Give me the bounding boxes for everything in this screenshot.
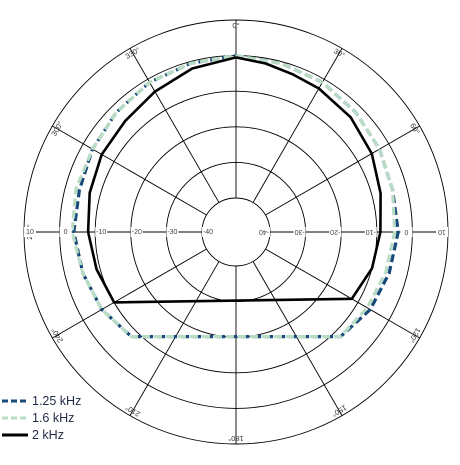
grid-spoke-60 — [265, 125, 420, 216]
angle-tick-label: 240° — [49, 326, 65, 344]
series-line-2 — [86, 56, 382, 304]
radial-tick-label: -40 — [259, 228, 269, 235]
radial-tick-label: 0 — [64, 229, 68, 236]
radial-tick-bg — [400, 227, 413, 237]
grid-spoke-210 — [129, 261, 220, 416]
legend: 1.25 kHz 1.6 kHz 2 kHz — [2, 394, 81, 442]
radial-tick-bg — [436, 227, 448, 237]
series-layer — [70, 54, 400, 339]
radial-tick-label: 0 — [404, 228, 408, 235]
grid-spoke-30 — [252, 48, 343, 203]
grid-spoke-120 — [265, 248, 420, 339]
angle-tick-label: 150° — [330, 403, 348, 419]
radial-tick-label: -10 — [96, 229, 106, 236]
grid-spoke-300 — [52, 125, 207, 216]
radial-tick-bg — [166, 227, 179, 237]
angle-tick-label: 180° — [228, 434, 244, 443]
grid-spoke-150 — [252, 261, 343, 416]
angle-tick-label: 60° — [408, 122, 421, 136]
radial-tick-label: -30 — [167, 229, 177, 236]
radial-tick-label: -40 — [203, 229, 213, 236]
angle-tick-label: 30° — [332, 46, 346, 59]
radial-tick-label: 10 — [438, 228, 446, 235]
radial-tick-bg — [258, 227, 270, 237]
radial-tick-bg — [329, 227, 342, 237]
angle-tick-label: 300° — [49, 120, 65, 138]
series-line-1 — [70, 54, 397, 339]
angle-tick-label: 120° — [407, 326, 423, 344]
legend-label-1: 1.6 kHz — [32, 411, 74, 425]
radial-tick-bg — [59, 227, 72, 237]
angle-tick-label: 0° — [232, 21, 239, 30]
radial-tick-bg — [364, 227, 377, 237]
legend-label-2: 2 kHz — [32, 428, 64, 442]
radial-tick-label: -20 — [132, 229, 142, 236]
angle-tick-label: 210° — [124, 403, 142, 419]
radial-tick-label: -10 — [366, 228, 376, 235]
radial-tick-label: 10 — [26, 229, 34, 236]
radial-tick-bg — [293, 227, 306, 237]
radial-tick-bg — [24, 227, 36, 237]
grid-spoke-240 — [52, 248, 207, 339]
radial-tick-bg — [202, 227, 214, 237]
radial-tick-label: -30 — [294, 228, 304, 235]
radial-tick-label: -20 — [330, 228, 340, 235]
angle-tick-label: 330° — [124, 45, 142, 61]
legend-label-0: 1.25 kHz — [32, 394, 81, 408]
grid-spoke-330 — [129, 48, 220, 203]
radial-tick-bg — [130, 227, 143, 237]
radial-tick-bg — [95, 227, 108, 237]
